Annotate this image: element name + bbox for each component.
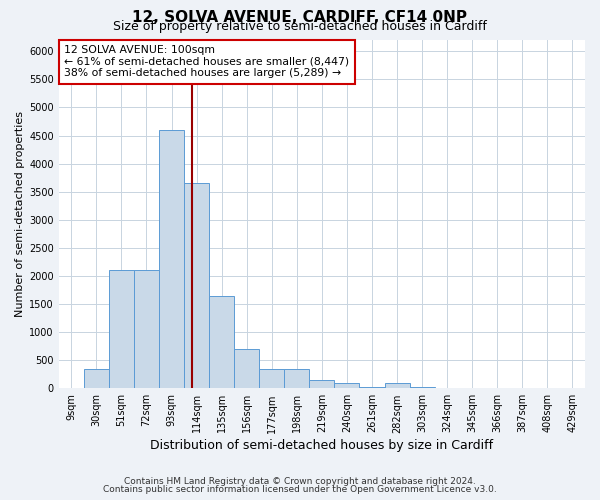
Text: Contains HM Land Registry data © Crown copyright and database right 2024.: Contains HM Land Registry data © Crown c… bbox=[124, 477, 476, 486]
Text: 12 SOLVA AVENUE: 100sqm
← 61% of semi-detached houses are smaller (8,447)
38% of: 12 SOLVA AVENUE: 100sqm ← 61% of semi-de… bbox=[64, 45, 349, 78]
X-axis label: Distribution of semi-detached houses by size in Cardiff: Distribution of semi-detached houses by … bbox=[151, 440, 493, 452]
Bar bbox=[334, 382, 359, 388]
Bar bbox=[284, 368, 310, 388]
Bar bbox=[310, 380, 334, 388]
Bar bbox=[84, 368, 109, 388]
Bar bbox=[209, 296, 234, 388]
Bar bbox=[410, 387, 434, 388]
Text: Size of property relative to semi-detached houses in Cardiff: Size of property relative to semi-detach… bbox=[113, 20, 487, 33]
Bar bbox=[134, 270, 159, 388]
Bar bbox=[259, 368, 284, 388]
Bar bbox=[234, 349, 259, 389]
Bar bbox=[359, 386, 385, 388]
Bar bbox=[109, 270, 134, 388]
Y-axis label: Number of semi-detached properties: Number of semi-detached properties bbox=[15, 111, 25, 317]
Bar bbox=[385, 382, 410, 388]
Text: Contains public sector information licensed under the Open Government Licence v3: Contains public sector information licen… bbox=[103, 485, 497, 494]
Text: 12, SOLVA AVENUE, CARDIFF, CF14 0NP: 12, SOLVA AVENUE, CARDIFF, CF14 0NP bbox=[133, 10, 467, 25]
Bar bbox=[159, 130, 184, 388]
Bar bbox=[184, 184, 209, 388]
